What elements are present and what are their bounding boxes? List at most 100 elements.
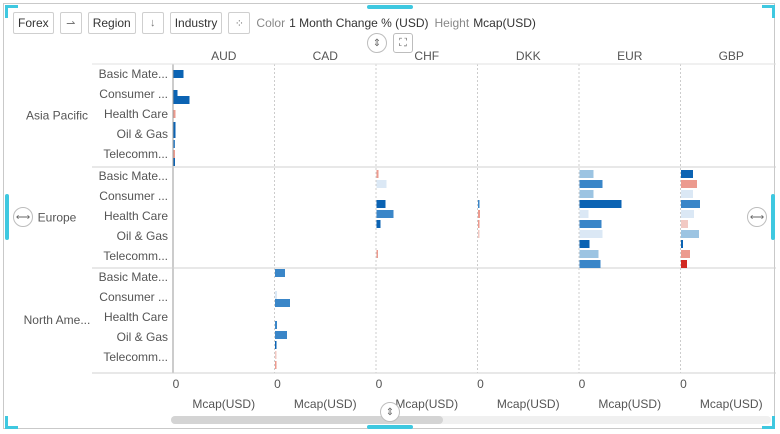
bar [275, 269, 285, 277]
bar [376, 200, 386, 208]
expand-horizontal-left-icon[interactable]: ⟷ [13, 207, 33, 227]
fullscreen-icon[interactable]: ⛶ [393, 33, 413, 53]
category-chip-industry[interactable]: Industry [169, 12, 223, 34]
bar [173, 122, 176, 130]
row-group-label: Europe [38, 211, 77, 225]
arrange-arrow-icon[interactable]: ⇀ [59, 12, 82, 34]
horizontal-scrollbar[interactable] [171, 416, 771, 424]
bar [376, 220, 381, 228]
resize-corner-top-right[interactable] [762, 5, 775, 18]
bar [681, 210, 694, 218]
chip-label: Region [92, 16, 131, 30]
column-header: CHF [414, 49, 439, 63]
resize-corner-bottom-right[interactable] [762, 416, 775, 429]
bar [478, 220, 480, 228]
sort-down-icon[interactable]: ↓ [141, 12, 164, 34]
x-tick-label: 0 [376, 377, 383, 391]
bar [275, 299, 290, 307]
x-axis-label: Mcap(USD) [598, 397, 661, 411]
scrollbar-thumb[interactable] [171, 416, 443, 424]
bar [173, 70, 184, 78]
bar [173, 158, 175, 166]
column-header: DKK [516, 49, 541, 63]
category-label: Basic Mate... [99, 67, 168, 81]
x-tick-label: 0 [477, 377, 484, 391]
bar [579, 240, 590, 248]
x-tick-label: 0 [173, 377, 180, 391]
bar [681, 240, 683, 248]
bar [478, 230, 480, 238]
x-axis-label: Mcap(USD) [700, 397, 763, 411]
expand-vertical-bottom-icon[interactable]: ⇕ [380, 402, 400, 422]
bar [681, 200, 700, 208]
chip-label: Industry [174, 16, 218, 30]
resize-edge-right[interactable] [771, 194, 775, 240]
height-value[interactable]: Mcap(USD) [473, 16, 536, 30]
category-label: Basic Mate... [99, 169, 168, 183]
bar [173, 150, 175, 158]
category-label: Telecomm... [103, 249, 168, 263]
chip-label: Forex [18, 16, 49, 30]
category-label: Oil & Gas [117, 229, 168, 243]
bar [681, 190, 693, 198]
x-tick-label: 0 [680, 377, 687, 391]
bar [275, 291, 277, 299]
bar [173, 110, 176, 118]
bar [579, 180, 603, 188]
bar [376, 210, 394, 218]
row-group-label: Asia Pacific [26, 109, 88, 123]
bar [173, 96, 190, 104]
x-tick-label: 0 [579, 377, 586, 391]
bar [376, 180, 387, 188]
bar [681, 230, 699, 238]
color-label: Color [256, 16, 286, 30]
category-chip-forex[interactable]: Forex [13, 12, 54, 34]
x-axis-label: Mcap(USD) [497, 397, 560, 411]
bar [275, 321, 277, 329]
category-label: Basic Mate... [99, 270, 168, 284]
expand-vertical-icon[interactable]: ⇕ [367, 33, 387, 53]
resize-edge-bottom[interactable] [367, 425, 413, 429]
bar [275, 361, 277, 369]
category-label: Oil & Gas [117, 127, 168, 141]
bar [173, 130, 176, 138]
bar [579, 210, 589, 218]
bar [579, 220, 602, 228]
bar [579, 230, 603, 238]
category-label: Health Care [104, 107, 168, 121]
bar [173, 90, 178, 98]
bar [681, 260, 687, 268]
category-label: Telecomm... [103, 350, 168, 364]
bar [275, 331, 287, 339]
column-header: AUD [211, 49, 237, 63]
bar [579, 200, 622, 208]
expand-horizontal-right-icon[interactable]: ⟷ [747, 207, 767, 227]
chart-toolbar: Forex ⇀ Region ↓ Industry ⁘ Color 1 Mont… [13, 12, 542, 34]
resize-corner-bottom-left[interactable] [5, 416, 18, 429]
bar [681, 220, 688, 228]
resize-edge-top[interactable] [367, 5, 413, 9]
category-label: Health Care [104, 209, 168, 223]
bar [376, 250, 378, 258]
bar [681, 180, 697, 188]
color-value[interactable]: 1 Month Change % (USD) [289, 16, 429, 30]
category-chip-region[interactable]: Region [87, 12, 136, 34]
bar [376, 170, 379, 178]
bar [478, 200, 480, 208]
category-label: Telecomm... [103, 147, 168, 161]
column-header: EUR [617, 49, 643, 63]
bar [579, 260, 601, 268]
resize-corner-top-left[interactable] [5, 5, 18, 18]
bar [579, 190, 594, 198]
x-axis-label: Mcap(USD) [192, 397, 255, 411]
category-label: Consumer ... [99, 290, 168, 304]
bar [681, 170, 693, 178]
bar [478, 210, 480, 218]
x-tick-label: 0 [274, 377, 281, 391]
height-label: Height [434, 16, 470, 30]
category-label: Consumer ... [99, 189, 168, 203]
bar [579, 170, 594, 178]
resize-edge-left[interactable] [5, 194, 9, 240]
scatter-dots-icon[interactable]: ⁘ [228, 12, 251, 34]
